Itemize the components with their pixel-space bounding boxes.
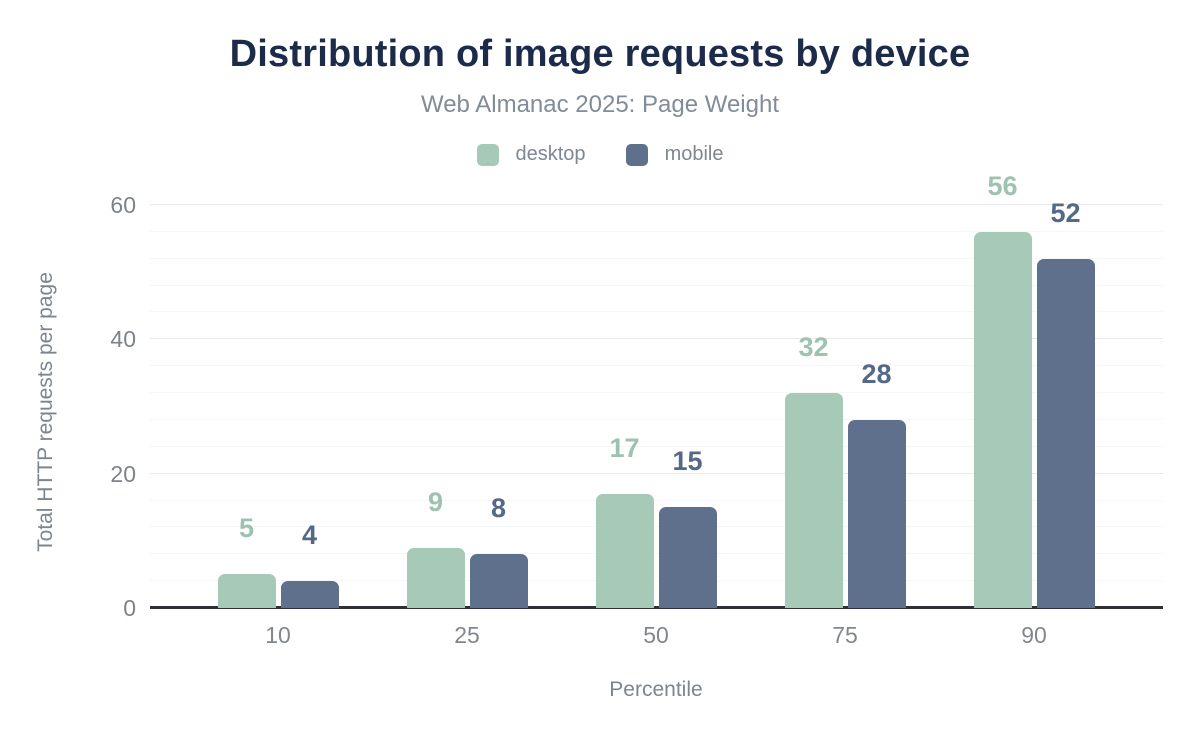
legend: desktop mobile	[0, 143, 1200, 166]
minor-gridline-56	[150, 230, 1163, 232]
bar-mobile-p25	[469, 554, 528, 608]
minor-gridline-32	[150, 392, 1163, 394]
x-tick-10: 10	[265, 622, 291, 648]
bar-mobile-p75	[847, 419, 906, 608]
desktop-swatch-icon	[476, 143, 499, 166]
minor-gridline-44	[150, 311, 1163, 313]
major-gridline-60	[150, 204, 1163, 205]
bar-desktop-p90	[973, 231, 1032, 608]
legend-item-desktop: desktop	[476, 143, 586, 166]
x-tick-50: 50	[643, 622, 669, 648]
x-axis-line	[150, 606, 1163, 609]
minor-gridline-52	[150, 257, 1163, 259]
minor-gridline-28	[150, 418, 1163, 420]
mobile-swatch-icon	[625, 143, 648, 166]
bar-label-mobile-p75: 28	[861, 358, 892, 389]
minor-gridline-36	[150, 365, 1163, 367]
minor-gridline-4	[150, 580, 1163, 582]
x-tick-25: 25	[454, 622, 480, 648]
major-gridline-40	[150, 338, 1163, 340]
bar-mobile-p10	[280, 581, 339, 608]
bar-label-desktop-p10: 5	[238, 513, 255, 544]
bar-label-desktop-p50: 17	[609, 432, 640, 463]
y-tick-40: 40	[110, 326, 136, 353]
minor-gridline-48	[150, 284, 1163, 286]
bar-label-mobile-p50: 15	[672, 446, 703, 477]
minor-gridline-16	[150, 499, 1163, 501]
x-tick-90: 90	[1021, 622, 1047, 648]
bar-label-desktop-p90: 56	[987, 170, 1018, 201]
bar-label-mobile-p25: 8	[490, 493, 507, 524]
plot-area: 5 4 9 8 17 15 32 28 56 52	[150, 172, 1163, 609]
bar-desktop-p10	[217, 574, 276, 608]
bar-label-mobile-p90: 52	[1050, 197, 1081, 228]
minor-gridline-8	[150, 553, 1163, 555]
bar-desktop-p25	[406, 547, 465, 608]
y-tick-20: 20	[110, 460, 136, 487]
chart-subtitle: Web Almanac 2025: Page Weight	[420, 91, 779, 118]
y-tick-60: 60	[110, 192, 136, 218]
major-gridline-20	[150, 472, 1163, 474]
bar-label-desktop-p25: 9	[427, 486, 444, 517]
chart-title: Distribution of image requests by device	[229, 33, 971, 75]
legend-label-mobile: mobile	[664, 143, 724, 165]
minor-gridline-24	[150, 445, 1163, 447]
bar-mobile-p50	[658, 507, 717, 608]
bar-mobile-p90	[1036, 258, 1095, 608]
bar-label-mobile-p10: 4	[301, 520, 318, 551]
minor-gridline-12	[150, 526, 1163, 528]
bar-label-desktop-p75: 32	[798, 332, 829, 363]
legend-item-mobile: mobile	[625, 143, 724, 166]
x-tick-75: 75	[832, 622, 858, 648]
y-tick-0: 0	[123, 595, 136, 621]
bar-desktop-p50	[595, 493, 654, 608]
bar-desktop-p75	[784, 393, 843, 608]
x-axis-title: Percentile	[609, 678, 703, 701]
legend-label-desktop: desktop	[515, 143, 586, 165]
